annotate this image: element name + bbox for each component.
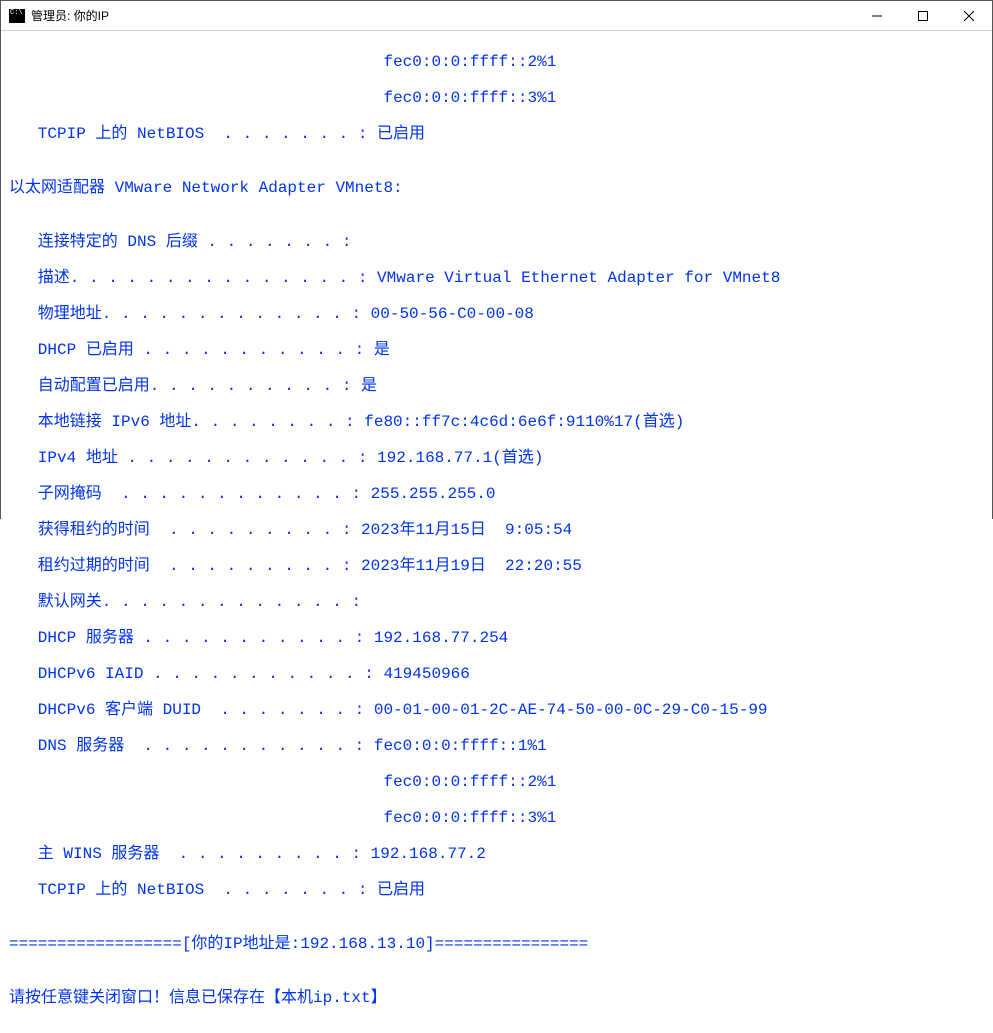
console-line: 自动配置已启用. . . . . . . . . . : 是 (9, 377, 984, 395)
window-title: 管理员: 你的IP (31, 7, 109, 24)
console-line: DHCPv6 IAID . . . . . . . . . . . : 4194… (9, 665, 984, 683)
console-line: fec0:0:0:ffff::2%1 (9, 773, 984, 791)
console-line: fec0:0:0:ffff::2%1 (9, 53, 984, 71)
console-line: 获得租约的时间 . . . . . . . . . : 2023年11月15日 … (9, 521, 984, 539)
console-line: ==================[你的IP地址是:192.168.13.10… (9, 935, 984, 953)
console-line: 连接特定的 DNS 后缀 . . . . . . . : (9, 233, 984, 251)
console-output: fec0:0:0:ffff::2%1 fec0:0:0:ffff::3%1 TC… (1, 31, 992, 1033)
console-line: DHCP 已启用 . . . . . . . . . . . : 是 (9, 341, 984, 359)
console-line: 以太网适配器 VMware Network Adapter VMnet8: (9, 179, 984, 197)
window-controls (854, 1, 992, 30)
console-line: 主 WINS 服务器 . . . . . . . . . : 192.168.7… (9, 845, 984, 863)
console-line: 子网掩码 . . . . . . . . . . . . : 255.255.2… (9, 485, 984, 503)
console-line: IPv4 地址 . . . . . . . . . . . . : 192.16… (9, 449, 984, 467)
titlebar[interactable]: 管理员: 你的IP (1, 1, 992, 31)
console-line: 默认网关. . . . . . . . . . . . . : (9, 593, 984, 611)
console-line: fec0:0:0:ffff::3%1 (9, 809, 984, 827)
console-line: DHCPv6 客户端 DUID . . . . . . . : 00-01-00… (9, 701, 984, 719)
console-line: TCPIP 上的 NetBIOS . . . . . . . : 已启用 (9, 125, 984, 143)
console-line: 物理地址. . . . . . . . . . . . . : 00-50-56… (9, 305, 984, 323)
maximize-button[interactable] (900, 1, 946, 30)
console-line: TCPIP 上的 NetBIOS . . . . . . . : 已启用 (9, 881, 984, 899)
close-button[interactable] (946, 1, 992, 30)
minimize-button[interactable] (854, 1, 900, 30)
console-line: 描述. . . . . . . . . . . . . . . : VMware… (9, 269, 984, 287)
console-line: DHCP 服务器 . . . . . . . . . . . : 192.168… (9, 629, 984, 647)
cmd-icon (9, 9, 25, 23)
console-line: 请按任意键关闭窗口！信息已保存在【本机ip.txt】 (9, 989, 984, 1007)
console-line: fec0:0:0:ffff::3%1 (9, 89, 984, 107)
console-line: DNS 服务器 . . . . . . . . . . . : fec0:0:0… (9, 737, 984, 755)
console-line: 租约过期的时间 . . . . . . . . . : 2023年11月19日 … (9, 557, 984, 575)
console-line: 本地链接 IPv6 地址. . . . . . . . : fe80::ff7c… (9, 413, 984, 431)
